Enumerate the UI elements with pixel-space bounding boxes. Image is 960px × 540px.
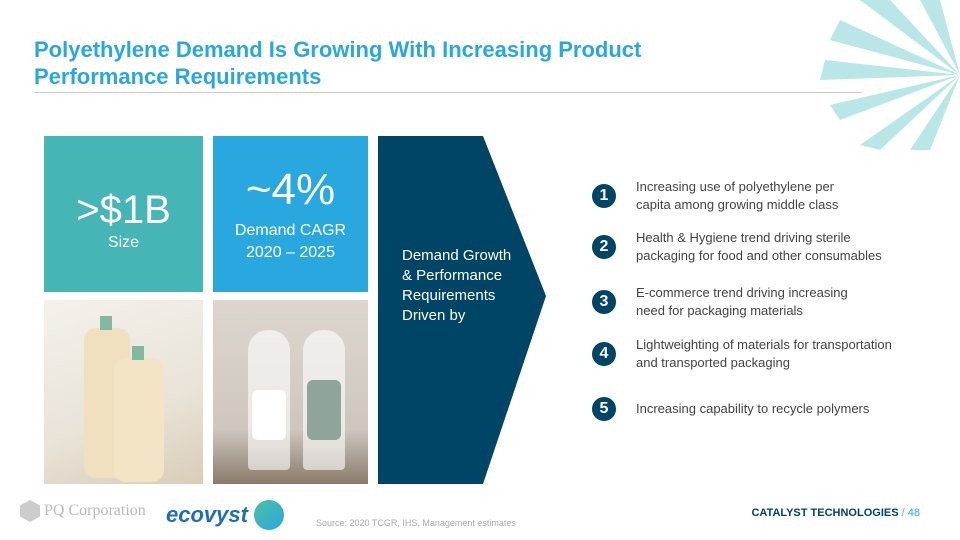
driver-text: Health & Hygiene trend driving sterile p… xyxy=(636,230,882,263)
driver-item: 5 Increasing capability to recycle polyme… xyxy=(592,397,916,421)
arrow-chevron-shape xyxy=(378,136,546,484)
pq-logo-text: PQ Corporation xyxy=(44,502,146,519)
driver-number: 4 xyxy=(592,342,616,366)
market-size-label: Size xyxy=(107,234,140,251)
driver-item: 3 E-commerce trend driving increasing nee… xyxy=(592,284,866,320)
ecovyst-logo: ecovyst xyxy=(166,500,284,530)
title-divider xyxy=(34,92,862,93)
driver-text: E-commerce trend driving increasing need… xyxy=(636,285,848,318)
pq-corporation-logo: PQ Corporation xyxy=(20,500,146,522)
market-size-tile: >$1B Size xyxy=(44,136,203,292)
cagr-tile: ~4% Demand CAGR 2020 – 2025 xyxy=(213,136,368,292)
market-size-value: >$1B xyxy=(76,188,171,232)
arrow-text: Demand Growth & Performance Requirements… xyxy=(402,247,512,324)
ecovyst-logo-text: ecovyst xyxy=(166,502,248,527)
polymer-samples-photo xyxy=(213,300,368,484)
cagr-period: 2020 – 2025 xyxy=(246,244,335,261)
driver-text: Increasing use of polyethylene per capit… xyxy=(636,179,839,212)
separator: / xyxy=(901,507,905,519)
division-name: CATALYST TECHNOLOGIES xyxy=(751,507,899,519)
driver-item: 4 Lightweighting of materials for transpo… xyxy=(592,336,896,372)
driver-number: 1 xyxy=(592,184,616,208)
cagr-label: Demand CAGR xyxy=(234,222,347,239)
driver-text: Increasing capability to recycle polymer… xyxy=(636,401,870,416)
driver-text: Lightweighting of materials for transpor… xyxy=(636,337,892,370)
driver-item: 1 Increasing use of polyethylene per capi… xyxy=(592,178,856,214)
cagr-value: ~4% xyxy=(245,165,336,214)
driver-item: 2 Health & Hygiene trend driving sterile … xyxy=(592,229,906,265)
driver-number: 3 xyxy=(592,290,616,314)
detergent-bottles-photo xyxy=(44,300,203,484)
division-label: CATALYST TECHNOLOGIES / 48 xyxy=(751,507,920,519)
page-title: Polyethylene Demand Is Growing With Incr… xyxy=(34,37,642,89)
driver-number: 5 xyxy=(592,397,616,421)
source-note: Source: 2020 TCGR, IHS, Management estim… xyxy=(316,518,516,528)
ecovyst-burst-icon xyxy=(253,500,284,530)
corner-burst-decoration xyxy=(820,0,960,150)
driver-number: 2 xyxy=(592,235,616,259)
page-number: 48 xyxy=(907,507,920,519)
